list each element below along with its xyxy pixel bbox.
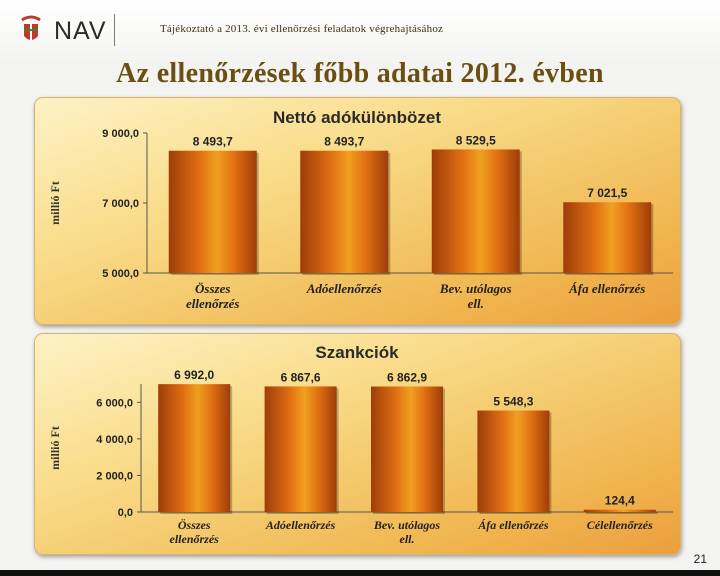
- x-category-label: Összes: [195, 281, 230, 296]
- y-axis-label: millió Ft: [48, 181, 62, 225]
- chart-netto-adokulonbozet: Nettó adókülönbözet millió Ft 5 000,0 7 000…: [48, 108, 673, 311]
- chart-panel-netto-adokulonbozet: Nettó adókülönbözet millió Ft 5 000,0 7 000…: [34, 97, 681, 325]
- bar-value-label: 8 529,5: [456, 133, 496, 147]
- y-tick-label: 9 000,0: [102, 128, 139, 140]
- bar-value-label: 6 867,6: [281, 370, 321, 384]
- x-category-label: Adóellenőrzés: [265, 518, 336, 532]
- x-category-label: Bev. utólagos: [439, 281, 512, 296]
- bar-value-label: 8 493,7: [193, 135, 233, 149]
- x-category-label: Összes: [178, 518, 211, 532]
- x-category-label: ellenőrzés: [170, 532, 220, 546]
- y-tick-label: 5 000,0: [102, 268, 139, 280]
- bar: [300, 150, 389, 273]
- bar-value-label: 5 548,3: [493, 395, 533, 409]
- chart-title: Szankciók: [315, 343, 399, 362]
- y-tick-label: 4 000,0: [96, 434, 133, 446]
- x-category-label: ell.: [400, 532, 415, 546]
- bar: [371, 386, 443, 512]
- x-category-label: Adóellenőrzés: [306, 281, 382, 296]
- bar-value-label: 7 021,5: [587, 186, 627, 200]
- x-category-label: Áfa ellenőrzés: [568, 281, 645, 296]
- header-bar: NAV Tájékoztató a 2013. évi ellenőrzési …: [0, 0, 720, 60]
- bar: [158, 384, 231, 512]
- x-category-label: Áfa ellenőrzés: [477, 518, 549, 532]
- chart-szankciok: Szankciók millió Ft 0,0 2 000,0 4 000,0 6 000…: [48, 343, 673, 546]
- y-tick-label: 6 000,0: [96, 397, 133, 409]
- y-tick-label: 0,0: [118, 507, 133, 519]
- chart-panel-szankciok: Szankciók millió Ft 0,0 2 000,0 4 000,0 6 000…: [34, 333, 681, 555]
- y-tick-label: 2 000,0: [96, 470, 133, 482]
- bottom-strip: [0, 570, 720, 576]
- nav-logo-text: NAV: [54, 17, 107, 45]
- page-number: 21: [693, 552, 707, 566]
- bar: [583, 509, 656, 512]
- bar-value-label: 124,4: [605, 494, 635, 508]
- chart-title: Nettó adókülönbözet: [273, 108, 441, 127]
- bar: [477, 410, 550, 512]
- logo-divider: [114, 14, 115, 46]
- x-category-label: ell.: [468, 296, 484, 311]
- slide-title: Az ellenőrzések főbb adatai 2012. évben: [116, 58, 604, 89]
- bar: [264, 386, 337, 512]
- bar: [431, 149, 520, 273]
- bar: [563, 202, 652, 273]
- bar-value-label: 8 493,7: [324, 135, 364, 149]
- header-subtitle: Tájékoztató a 2013. évi ellenőrzési fela…: [160, 23, 444, 35]
- x-category-label: Bev. utólagos: [373, 518, 441, 532]
- x-category-label: Célellenőrzés: [587, 518, 653, 532]
- y-tick-label: 7 000,0: [102, 198, 139, 210]
- x-category-label: ellenőrzés: [186, 296, 239, 311]
- bar-shadow: [585, 511, 658, 514]
- y-axis-label: millió Ft: [48, 426, 62, 470]
- bar-value-label: 6 992,0: [174, 368, 214, 382]
- bar: [168, 150, 257, 273]
- bar-value-label: 6 862,9: [387, 371, 427, 385]
- nav-emblem-icon: [21, 15, 41, 41]
